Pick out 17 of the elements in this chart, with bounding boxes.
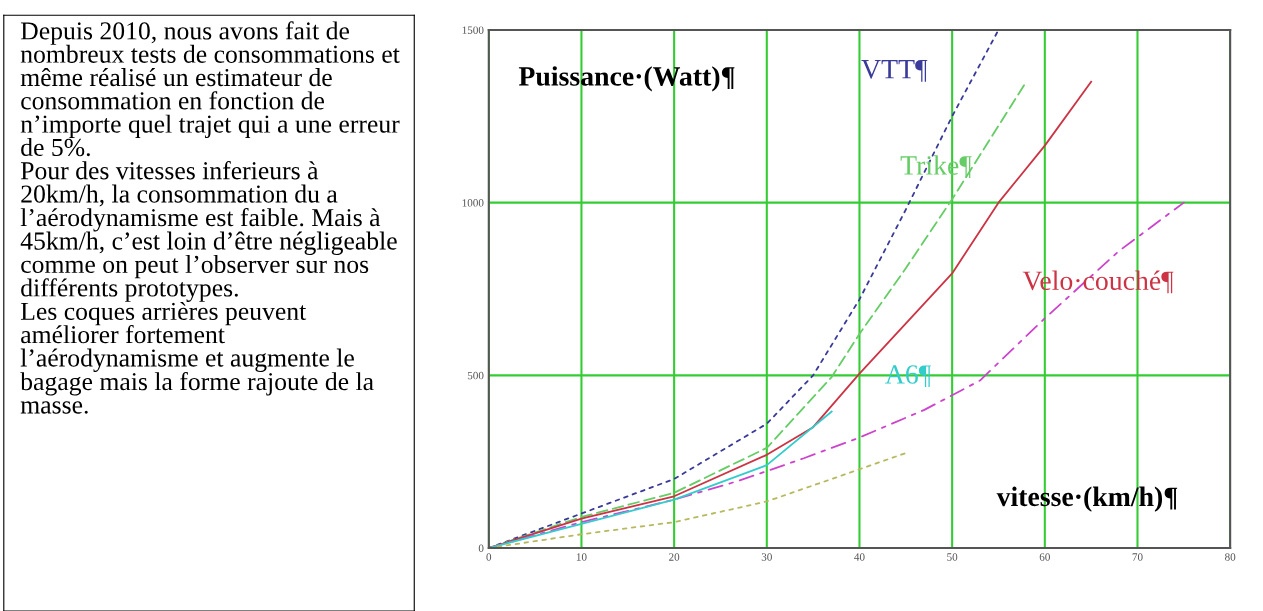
text: Les coques arrières peuvent améliorer fortement l’aérodynamisme et augmente le bagage mais la forme rajoute de la masse. [20,301,374,414]
x-tick-label: 0 [486,553,492,561]
x-tick-label: 80 [1225,553,1236,561]
x-tick-label: 30 [761,553,772,561]
y-tick-label: 500 [467,371,484,380]
y-tick-label: 1000 [462,199,484,207]
text: Pour des vitesses inferieurs à 20km/h, la consommation du a l’aérodynamisme est faible. Mais à 45km/h, c’est loin d’être négligeable comme on peut l’observer sur nos différents prototypes. [20,161,397,302]
y-tick-label: 0 [478,544,484,553]
x-tick-label: 50 [947,553,958,561]
x-tick-label: 60 [1039,553,1050,561]
x-tick-label: 40 [854,553,865,561]
x-tick-label: 10 [576,553,587,561]
series-label: VTT¶ [861,60,928,82]
x-tick-label: 70 [1132,553,1143,561]
x-tick-label: 20 [669,553,680,561]
text: Depuis 2010, nous avons fait de nombreux tests de consommations et même réalisé un estimateur de consommation en fonction de n’importe quel trajet qui a une erreur de 5%. [20,21,400,157]
y-tick-label: 1500 [462,26,484,34]
